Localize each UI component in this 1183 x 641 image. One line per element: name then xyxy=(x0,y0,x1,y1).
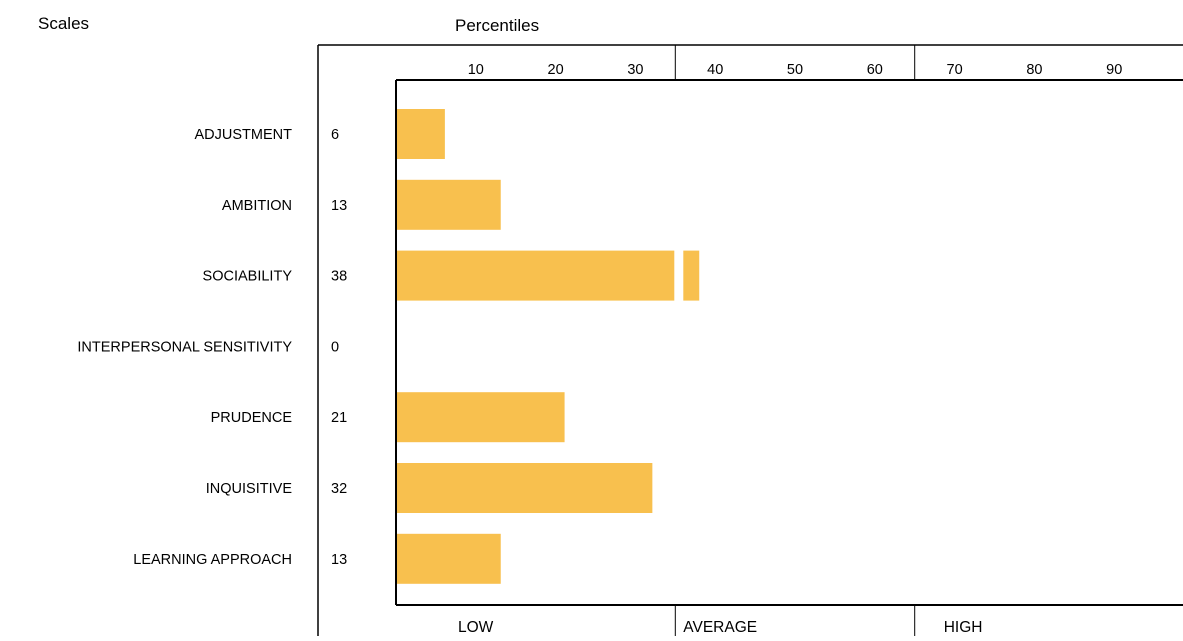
score-value-6: 32 xyxy=(331,481,347,497)
scales-heading: Scales xyxy=(38,14,89,33)
score-bar-1 xyxy=(397,109,445,159)
scale-label-5: PRUDENCE xyxy=(211,410,293,426)
scale-label-7: LEARNING APPROACH xyxy=(133,552,292,568)
scale-label-2: AMBITION xyxy=(222,198,292,214)
percentiles-heading: Percentiles xyxy=(455,16,539,35)
band-labels: LOW AVERAGE HIGH xyxy=(458,619,982,636)
score-value-5: 21 xyxy=(331,410,347,426)
score-bars xyxy=(397,109,700,584)
band-label-high: HIGH xyxy=(944,619,983,636)
score-bar-3-continued xyxy=(683,250,700,301)
score-bar-2 xyxy=(397,179,501,230)
score-value-2: 13 xyxy=(331,198,347,214)
tick-label-40: 40 xyxy=(707,62,723,78)
score-bar-7 xyxy=(397,533,501,584)
tick-label-20: 20 xyxy=(548,62,564,78)
score-bar-3 xyxy=(397,250,675,301)
tick-label-50: 50 xyxy=(787,62,803,78)
score-bar-6 xyxy=(397,463,653,513)
percentile-ticks: 10 20 30 40 50 60 70 80 90 xyxy=(468,62,1123,78)
tick-label-10: 10 xyxy=(468,62,484,78)
scale-label-3: SOCIABILITY xyxy=(203,269,293,285)
score-value-4: 0 xyxy=(331,339,339,355)
score-value-7: 13 xyxy=(331,552,347,568)
tick-label-70: 70 xyxy=(947,62,963,78)
chart-frame xyxy=(317,44,1183,636)
tick-label-80: 80 xyxy=(1026,62,1042,78)
scale-label-4: INTERPERSONAL SENSITIVITY xyxy=(77,339,292,355)
scale-labels: ADJUSTMENT 6 AMBITION 13 SOCIABILITY 38 INTERP… xyxy=(77,127,347,568)
scale-label-6: INQUISITIVE xyxy=(206,481,293,497)
band-label-average: AVERAGE xyxy=(683,619,757,636)
score-bar-5 xyxy=(397,392,565,443)
scale-label-1: ADJUSTMENT xyxy=(195,127,293,143)
tick-label-90: 90 xyxy=(1106,62,1122,78)
score-value-1: 6 xyxy=(331,127,339,143)
band-label-low: LOW xyxy=(458,619,494,636)
score-value-3: 38 xyxy=(331,269,347,285)
tick-label-30: 30 xyxy=(627,62,643,78)
tick-label-60: 60 xyxy=(867,62,883,78)
